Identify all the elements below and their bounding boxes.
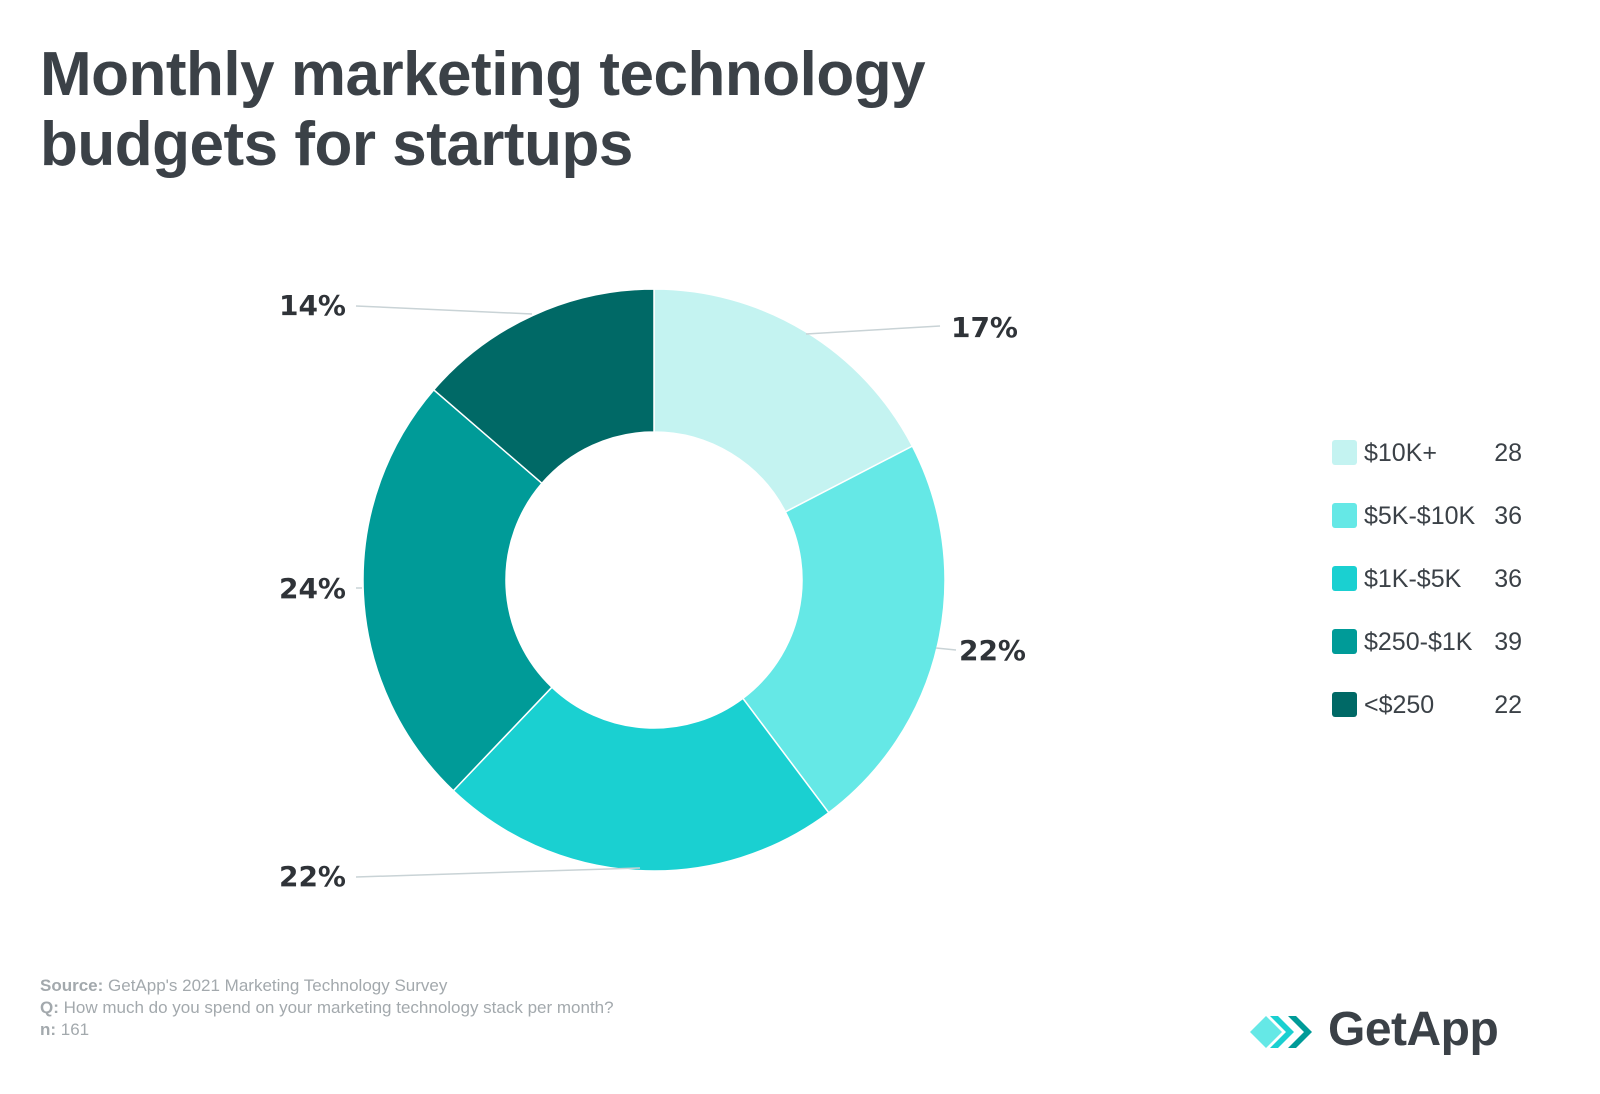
legend-swatch-250 <box>1332 692 1357 717</box>
label-leader-lines <box>355 305 957 878</box>
legend-item-5k-10k: $5K-$10K 36 <box>1332 502 1522 530</box>
leader-line-10k <box>805 325 941 335</box>
sample-size-line: n: 161 <box>40 1019 614 1041</box>
legend-label-250-1k: $250-$1K <box>1364 628 1473 656</box>
getapp-chevrons-icon <box>1250 1016 1312 1048</box>
legend-label-250: <$250 <box>1364 691 1434 719</box>
source-text: GetApp's 2021 Marketing Technology Surve… <box>103 976 448 995</box>
legend-value-250: 22 <box>1494 691 1522 719</box>
source-key: Source: <box>40 976 104 995</box>
legend-swatch-1k-5k <box>1332 566 1357 591</box>
question-text: How much do you spend on your marketing … <box>58 998 614 1017</box>
legend-value-1k-5k: 36 <box>1494 565 1522 593</box>
sample-size-key: n: <box>40 1020 57 1039</box>
brand-name: GetApp <box>1328 1003 1499 1056</box>
legend-value-5k-10k: 36 <box>1494 502 1522 530</box>
leader-line-250 <box>355 305 533 315</box>
chart-title-line-1: Monthly marketing technology <box>40 40 926 109</box>
slice-10k <box>653 288 914 513</box>
slice-5k-10k <box>741 445 946 814</box>
legend-swatch-10k <box>1332 440 1357 465</box>
legend-swatch-250-1k <box>1332 629 1357 654</box>
chart-title: Monthly marketing technology budgets for… <box>40 40 926 180</box>
percent-label-250-1k: 24% <box>279 572 346 605</box>
legend-value-250-1k: 39 <box>1494 628 1522 656</box>
chart-footer: Source: GetApp's 2021 Marketing Technolo… <box>40 975 614 1041</box>
source-line: Source: GetApp's 2021 Marketing Technolo… <box>40 975 614 997</box>
percent-labels: 17% 22% 22% 24% 14% <box>279 289 1026 893</box>
question-key: Q: <box>40 998 59 1017</box>
legend-value-10k: 28 <box>1494 439 1522 467</box>
legend-label-1k-5k: $1K-$5K <box>1364 565 1462 593</box>
legend-item-1k-5k: $1K-$5K 36 <box>1332 565 1522 593</box>
legend-label-10k: $10K+ <box>1364 439 1437 467</box>
slice-250-1k <box>362 388 553 792</box>
leader-line-1k-5k <box>355 867 641 878</box>
percent-label-1k-5k: 22% <box>279 860 346 893</box>
legend-item-250-1k: $250-$1K 39 <box>1332 628 1522 656</box>
legend-item-250: <$250 22 <box>1332 691 1522 719</box>
slice-1k-5k <box>452 686 830 872</box>
percent-label-5k-10k: 22% <box>959 634 1026 667</box>
percent-label-10k: 17% <box>951 311 1018 344</box>
percent-label-250: 14% <box>279 289 346 322</box>
legend-item-10k: $10K+ 28 <box>1332 439 1522 467</box>
slice-250 <box>432 288 655 485</box>
donut-slices <box>362 288 946 872</box>
sample-size-text: 161 <box>56 1020 90 1039</box>
leader-line-5k-10k <box>935 647 957 651</box>
question-line: Q: How much do you spend on your marketi… <box>40 997 614 1019</box>
legend-label-5k-10k: $5K-$10K <box>1364 502 1476 530</box>
legend: $10K+ 28 $5K-$10K 36 $1K-$5K 36 $250-$1K 39 <$25… <box>1332 439 1522 719</box>
legend-swatch-5k-10k <box>1332 503 1357 528</box>
chart-title-line-2: budgets for startups <box>40 110 633 179</box>
getapp-logo: GetApp <box>1248 1002 1528 1062</box>
